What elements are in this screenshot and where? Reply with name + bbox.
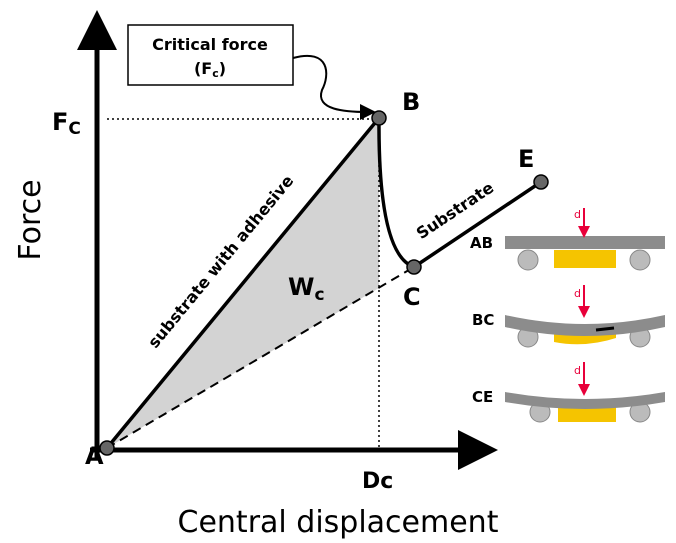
inset-label: CE — [472, 388, 493, 406]
x-axis-label: Central displacement — [178, 505, 499, 540]
force-label: d — [574, 364, 581, 377]
crack — [595, 326, 615, 332]
wc-label: Wc — [288, 273, 325, 305]
inset-ab: d AB — [470, 208, 665, 271]
substrate-bar — [505, 315, 665, 336]
inset-ce: d CE — [472, 362, 665, 423]
drop-curve — [377, 117, 415, 269]
loading-line — [105, 116, 381, 450]
y-axis-label: Force — [13, 179, 48, 260]
substrate-line — [413, 180, 542, 269]
dc-label: Dc — [362, 469, 393, 494]
point — [406, 259, 422, 275]
support — [517, 249, 539, 271]
point — [99, 440, 115, 456]
point-label: E — [518, 145, 534, 173]
substrate-bar — [505, 392, 665, 409]
callout-text: Critical force — [152, 35, 268, 54]
callout-box — [127, 24, 294, 86]
point — [371, 110, 387, 126]
adhesive — [554, 250, 616, 268]
point-label: B — [402, 88, 420, 116]
adhesive — [558, 406, 616, 422]
support — [629, 249, 651, 271]
fc-label: FC — [52, 108, 81, 139]
callout-text: (Fc) — [194, 59, 226, 80]
inset-label: AB — [470, 234, 493, 252]
inset-label: BC — [472, 311, 494, 329]
point-label: C — [403, 283, 421, 311]
force-label: d — [574, 208, 581, 221]
point-label: A — [85, 442, 104, 470]
force-label: d — [574, 287, 581, 300]
inset-bc: d BC — [472, 285, 665, 348]
callout-arrow — [292, 55, 376, 120]
substrate-bar — [505, 236, 665, 249]
point — [533, 174, 549, 190]
